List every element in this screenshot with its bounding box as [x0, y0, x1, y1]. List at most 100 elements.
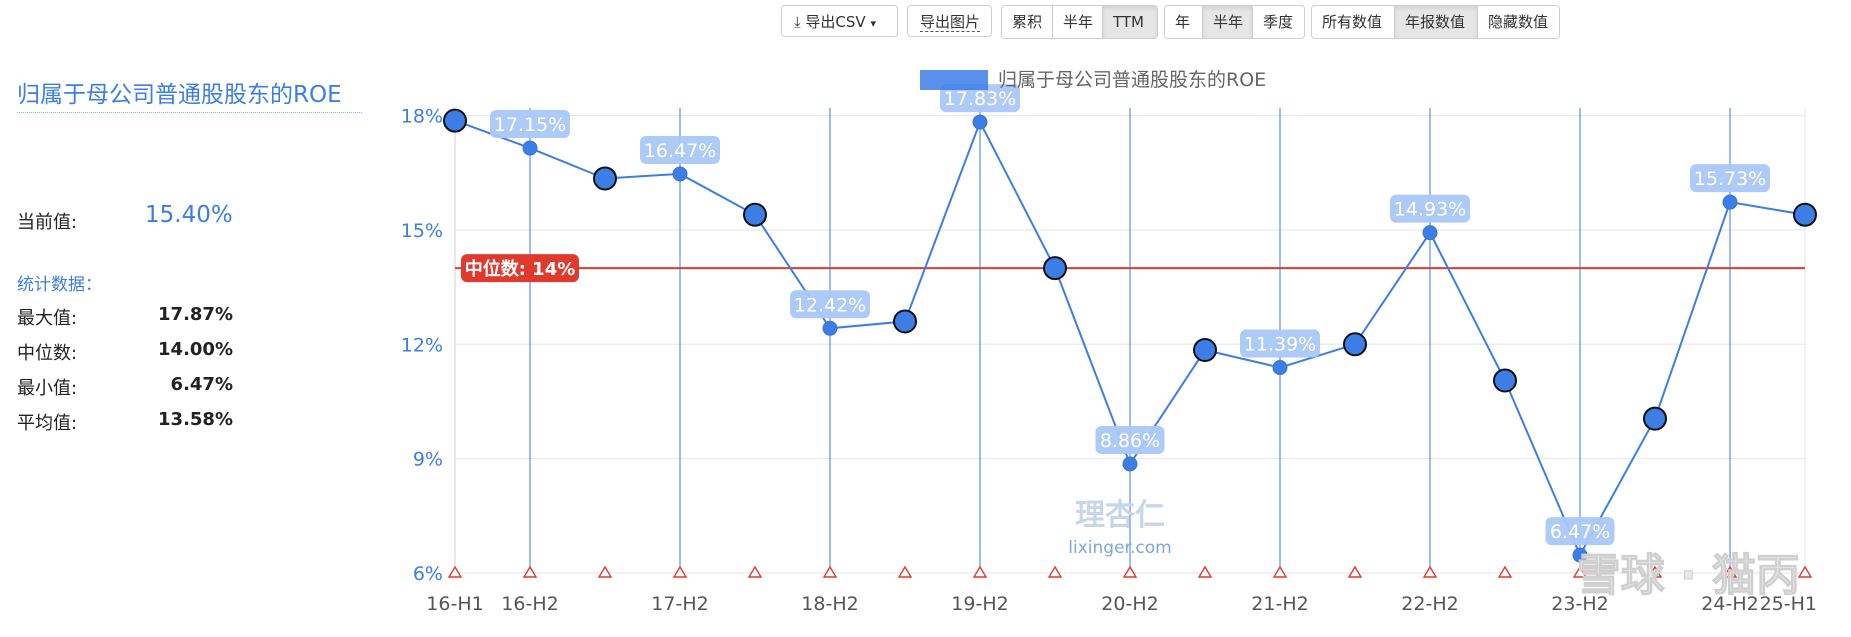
stat-median: 中位数: 14.00%	[17, 339, 233, 365]
stat-max-label: 最大值:	[17, 308, 78, 329]
x-marker-triangle	[1347, 565, 1363, 578]
roe-point	[1722, 194, 1738, 210]
data-label-bg	[940, 84, 1020, 113]
data-label-bg	[1690, 164, 1770, 193]
watermark-logo-text: 理杏仁	[1075, 498, 1165, 533]
y-tick-label: 15%	[401, 220, 443, 242]
x-tick-label: 16-H2	[501, 593, 558, 615]
calc-mode-ttm-button[interactable]: TTM	[1102, 6, 1157, 38]
x-tick-label: 24-H2	[1701, 593, 1758, 615]
x-marker-triangle	[822, 565, 838, 578]
value-mode-hide-button[interactable]: 隐藏数值	[1477, 6, 1559, 38]
stat-min-value: 6.47%	[170, 374, 233, 395]
x-tick-label: 22-H2	[1401, 593, 1458, 615]
data-label: 11.39%	[1244, 334, 1316, 356]
y-tick-label: 18%	[401, 106, 443, 128]
x-marker-triangle	[1122, 565, 1138, 578]
x-marker-triangle	[1197, 565, 1213, 578]
x-marker-triangle	[972, 565, 988, 578]
watermark-site: lixinger.com	[1068, 538, 1171, 558]
x-tick-label: 25-H1	[1760, 593, 1817, 615]
x-tick-label: 21-H2	[1251, 593, 1308, 615]
x-marker-triangle	[1647, 565, 1663, 578]
period-year-button[interactable]: 年	[1165, 6, 1202, 38]
export-csv-button[interactable]: ⤓ 导出CSV ▾	[781, 5, 898, 37]
roe-point-annual	[1193, 338, 1217, 363]
stat-max-value: 17.87%	[158, 304, 233, 325]
y-tick-label: 6%	[413, 563, 443, 585]
roe-point-annual	[1793, 202, 1817, 227]
data-label-bg	[640, 135, 720, 164]
x-marker-triangle	[1422, 565, 1438, 578]
x-tick-label: 23-H2	[1551, 593, 1608, 615]
roe-point-annual	[443, 108, 467, 133]
current-value-label: 当前值:	[17, 212, 78, 233]
metric-panel: 归属于母公司普通股股东的ROE	[17, 80, 362, 113]
roe-point-annual	[1643, 406, 1667, 431]
median-label: 中位数: 14%	[465, 258, 576, 280]
stat-min-label: 最小值:	[17, 378, 78, 399]
calc-mode-halfyear-button[interactable]: 半年	[1052, 6, 1102, 38]
data-label-bg	[1095, 425, 1165, 454]
stat-median-label: 中位数:	[17, 343, 78, 364]
x-tick-label: 20-H2	[1101, 593, 1158, 615]
period-halfyear-button[interactable]: 半年	[1202, 6, 1252, 38]
x-marker-triangle	[447, 565, 463, 578]
data-label-bg	[1545, 517, 1615, 546]
data-label: 14.93%	[1394, 199, 1466, 221]
data-label: 6.47%	[1550, 521, 1610, 543]
y-tick-label: 9%	[413, 449, 443, 471]
roe-point-annual	[1493, 368, 1517, 393]
calc-mode-group: 累积 半年 TTM	[1001, 5, 1158, 39]
x-marker-triangle	[1272, 565, 1288, 578]
caret-down-icon: ▾	[870, 17, 876, 30]
roe-point	[972, 114, 988, 130]
legend-label: 归属于母公司普通股股东的ROE	[998, 69, 1266, 91]
data-label: 17.83%	[944, 88, 1016, 110]
x-tick-label: 16-H1	[426, 593, 483, 615]
x-marker-triangle	[1722, 565, 1738, 578]
x-marker-triangle	[522, 565, 538, 578]
calc-mode-cumulative-button[interactable]: 累积	[1002, 6, 1052, 38]
data-label-bg	[490, 110, 570, 139]
roe-point	[1422, 225, 1438, 241]
roe-point	[822, 320, 838, 336]
roe-point-annual	[743, 202, 767, 227]
x-marker-triangle	[1497, 565, 1513, 578]
roe-point	[1272, 360, 1288, 376]
export-image-button[interactable]: 导出图片	[907, 5, 992, 37]
stat-mean-value: 13.58%	[158, 409, 233, 430]
x-tick-label: 17-H2	[651, 593, 708, 615]
period-quarter-button[interactable]: 季度	[1252, 6, 1304, 38]
roe-point-annual	[593, 166, 617, 191]
stat-min: 最小值: 6.47%	[17, 374, 233, 400]
period-group: 年 半年 季度	[1164, 5, 1305, 39]
roe-point-annual	[1043, 256, 1067, 281]
value-mode-annual-button[interactable]: 年报数值	[1394, 6, 1477, 38]
x-marker-triangle	[597, 565, 613, 578]
stat-max: 最大值: 17.87%	[17, 304, 233, 330]
stat-mean-label: 平均值:	[17, 413, 78, 434]
data-label-bg	[790, 290, 870, 319]
stats-title: 统计数据：	[17, 275, 102, 295]
roe-point	[522, 140, 538, 156]
roe-point	[1572, 547, 1588, 563]
x-marker-triangle	[1047, 565, 1063, 578]
stat-mean: 平均值: 13.58%	[17, 409, 233, 435]
data-label: 15.73%	[1694, 168, 1766, 190]
data-label-bg	[1240, 329, 1320, 358]
value-mode-group: 所有数值 年报数值 隐藏数值	[1311, 5, 1560, 39]
x-marker-triangle	[672, 565, 688, 578]
data-label-bg	[1390, 194, 1470, 223]
roe-point	[672, 166, 688, 182]
data-label: 17.15%	[494, 114, 566, 136]
data-label: 12.42%	[794, 294, 866, 316]
x-marker-triangle	[897, 565, 913, 578]
watermark-xueqiu: 雪球 · 猫丙	[1577, 550, 1800, 601]
current-value: 15.40%	[145, 202, 233, 228]
roe-point	[1122, 456, 1138, 472]
data-label: 16.47%	[644, 140, 716, 162]
value-mode-all-button[interactable]: 所有数值	[1312, 6, 1394, 38]
x-tick-label: 19-H2	[951, 593, 1008, 615]
export-image-label: 导出图片	[920, 13, 981, 32]
